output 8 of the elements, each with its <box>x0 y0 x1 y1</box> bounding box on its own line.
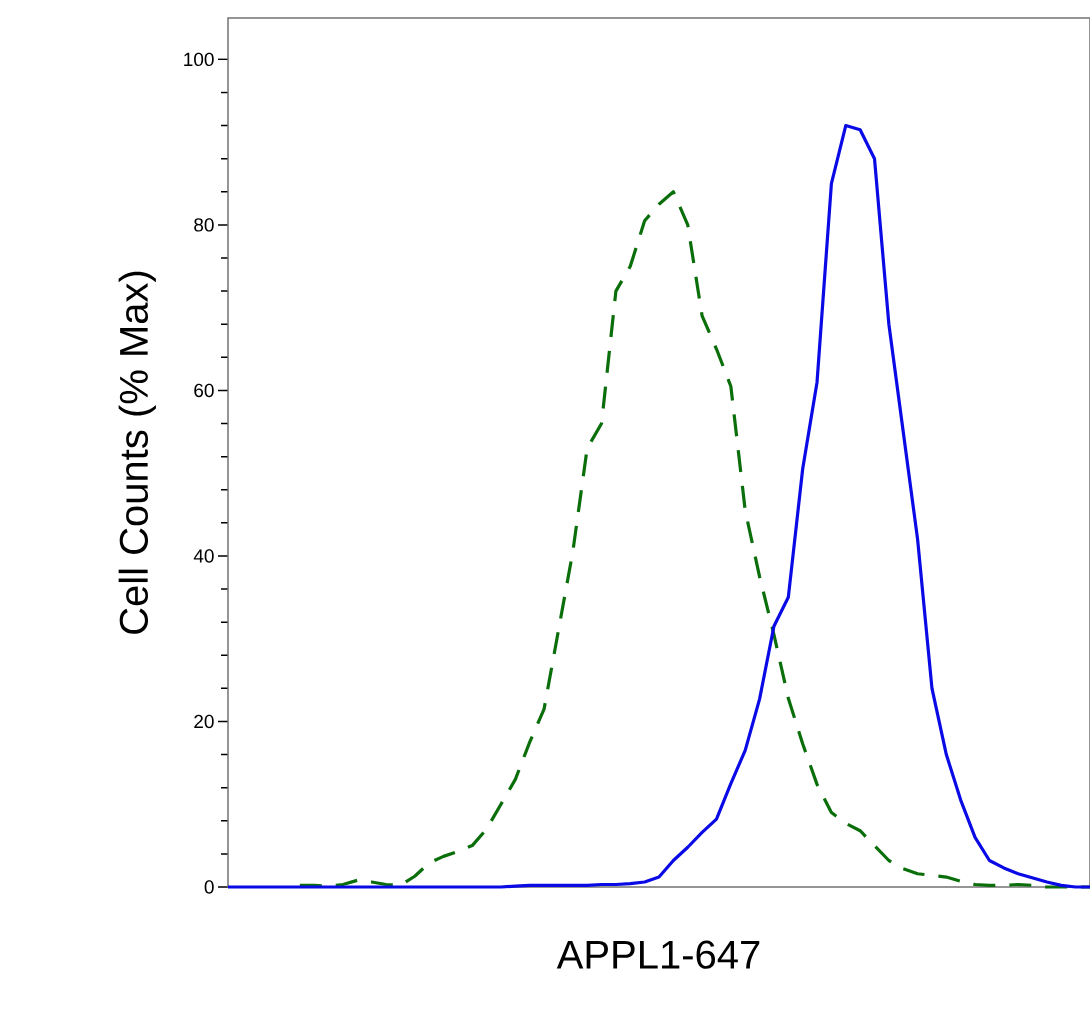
y-tick-label: 80 <box>194 218 214 232</box>
x-axis-title: APPL1-647 <box>556 940 760 969</box>
y-tick-label: 20 <box>194 714 214 729</box>
y-tick-label: 40 <box>193 549 214 563</box>
y-axis-title: Cell Counts (% Max) <box>118 271 156 634</box>
y-tick-label: 100 <box>184 52 214 67</box>
y-tick-label: 0 <box>204 880 214 894</box>
y-tick-label: 60 <box>194 383 214 398</box>
